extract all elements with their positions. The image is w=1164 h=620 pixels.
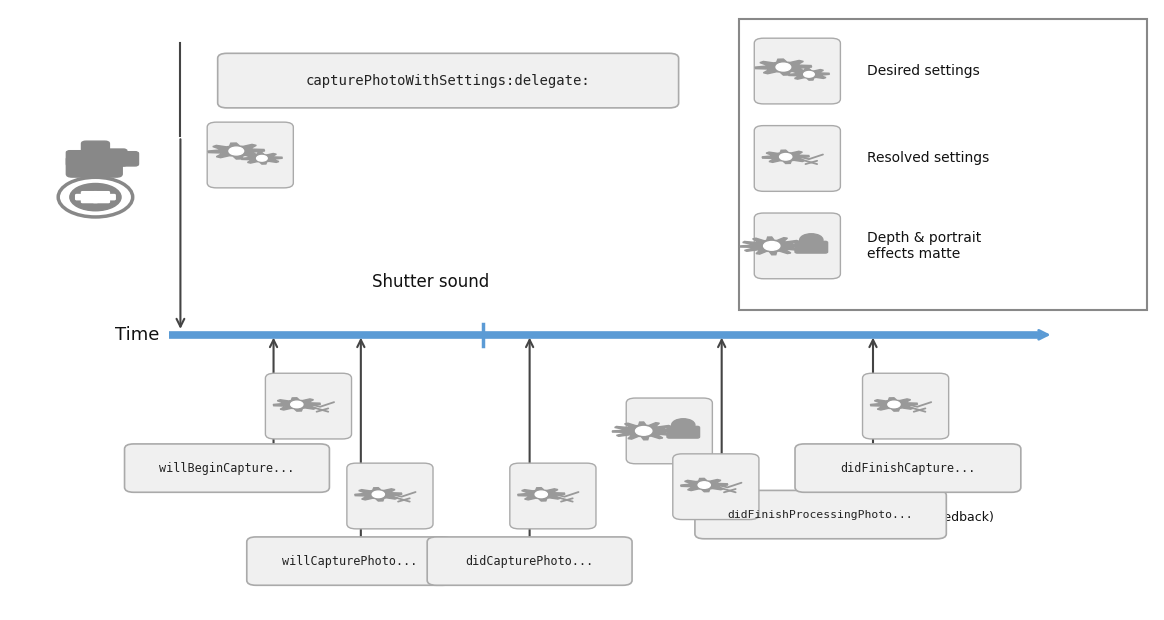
Polygon shape [208, 143, 264, 159]
Text: capturePhotoWithSettings:delegate:: capturePhotoWithSettings:delegate: [306, 74, 590, 87]
Circle shape [636, 427, 652, 435]
FancyBboxPatch shape [265, 373, 352, 439]
Circle shape [372, 491, 384, 498]
Polygon shape [762, 150, 809, 164]
FancyBboxPatch shape [673, 454, 759, 520]
FancyBboxPatch shape [81, 141, 109, 162]
Polygon shape [241, 153, 283, 164]
FancyBboxPatch shape [754, 126, 840, 192]
FancyBboxPatch shape [695, 490, 946, 539]
Text: willCapturePhoto...: willCapturePhoto... [282, 555, 417, 567]
FancyBboxPatch shape [66, 156, 122, 177]
FancyBboxPatch shape [93, 197, 109, 203]
FancyBboxPatch shape [93, 192, 109, 197]
FancyBboxPatch shape [795, 241, 828, 253]
FancyBboxPatch shape [754, 213, 840, 279]
Text: didCapturePhoto...: didCapturePhoto... [466, 555, 594, 567]
Polygon shape [740, 237, 803, 255]
Text: didFinishCapture...: didFinishCapture... [840, 462, 975, 474]
FancyBboxPatch shape [667, 427, 700, 438]
Text: Resolved settings: Resolved settings [867, 151, 989, 166]
Circle shape [803, 71, 815, 77]
FancyBboxPatch shape [863, 373, 949, 439]
Text: (Insert visual feedback): (Insert visual feedback) [845, 512, 994, 524]
Circle shape [764, 242, 780, 250]
Circle shape [800, 234, 823, 246]
Circle shape [888, 401, 900, 408]
Polygon shape [871, 398, 917, 411]
Text: Depth & portrait
effects matte: Depth & portrait effects matte [867, 231, 981, 261]
FancyBboxPatch shape [125, 444, 329, 492]
FancyBboxPatch shape [81, 192, 98, 197]
Circle shape [672, 418, 695, 431]
FancyBboxPatch shape [81, 197, 98, 203]
Text: Desired settings: Desired settings [867, 64, 980, 78]
FancyBboxPatch shape [247, 537, 452, 585]
Polygon shape [681, 479, 728, 492]
Text: willBeginCapture...: willBeginCapture... [159, 462, 294, 474]
FancyBboxPatch shape [104, 149, 127, 166]
Circle shape [70, 184, 121, 211]
Polygon shape [755, 59, 811, 75]
FancyBboxPatch shape [427, 537, 632, 585]
Polygon shape [355, 488, 402, 501]
Circle shape [776, 63, 790, 71]
Polygon shape [274, 398, 320, 411]
FancyBboxPatch shape [347, 463, 433, 529]
FancyBboxPatch shape [207, 122, 293, 188]
Polygon shape [612, 422, 675, 440]
Circle shape [780, 154, 792, 160]
FancyBboxPatch shape [626, 398, 712, 464]
FancyBboxPatch shape [66, 151, 90, 166]
Text: Shutter sound: Shutter sound [372, 273, 489, 291]
FancyBboxPatch shape [118, 152, 139, 166]
Circle shape [256, 156, 268, 161]
Text: Time: Time [115, 326, 159, 344]
FancyBboxPatch shape [76, 195, 92, 200]
Circle shape [291, 401, 303, 408]
FancyBboxPatch shape [510, 463, 596, 529]
Circle shape [698, 482, 710, 489]
FancyBboxPatch shape [795, 444, 1021, 492]
FancyBboxPatch shape [739, 19, 1147, 310]
Text: didFinishProcessingPhoto...: didFinishProcessingPhoto... [728, 510, 914, 520]
Polygon shape [788, 69, 830, 80]
FancyBboxPatch shape [754, 38, 840, 104]
FancyBboxPatch shape [99, 195, 115, 200]
FancyBboxPatch shape [218, 53, 679, 108]
Polygon shape [518, 488, 565, 501]
Circle shape [535, 491, 547, 498]
Circle shape [229, 147, 243, 155]
